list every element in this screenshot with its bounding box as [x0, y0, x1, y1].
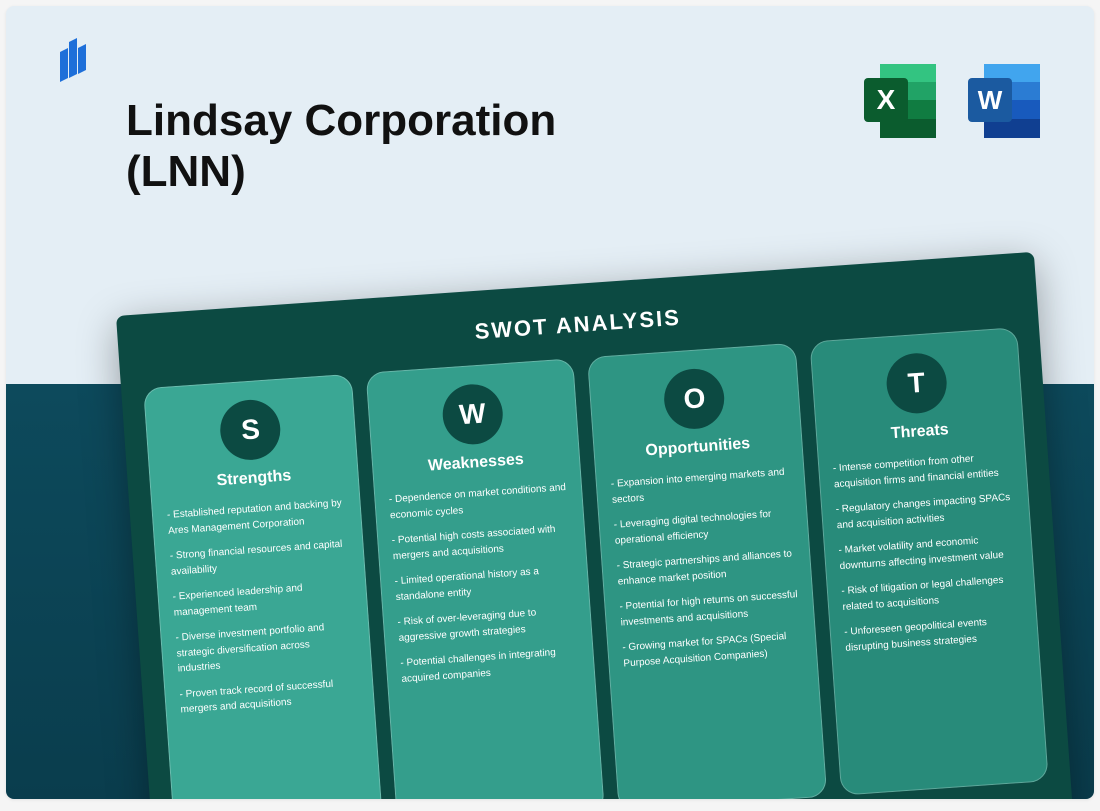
list-item: - Proven track record of successful merg… [179, 675, 359, 718]
svg-text:X: X [877, 84, 896, 115]
list-item: - Risk of over-leveraging due to aggress… [397, 603, 577, 646]
swot-heading-strengths: Strengths [164, 464, 343, 494]
list-item: - Market volatility and economic downtur… [838, 531, 1018, 574]
brand-logo-icon [54, 34, 94, 91]
list-item: - Unforeseen geopolitical events disrupt… [844, 613, 1024, 656]
excel-icon[interactable]: X [858, 58, 944, 149]
list-item: - Leveraging digital technologies for op… [613, 505, 793, 548]
swot-badge-w: W [440, 382, 504, 446]
swot-col-opportunities: O Opportunities - Expansion into emergin… [587, 343, 827, 799]
list-item: - Limited operational history as a stand… [394, 562, 574, 605]
swot-card: SWOT ANALYSIS S Strengths - Established … [116, 252, 1073, 799]
list-item: - Potential challenges in integrating ac… [400, 644, 580, 687]
page-title: Lindsay Corporation (LNN) [126, 96, 556, 197]
swot-col-threats: T Threats - Intense competition from oth… [809, 327, 1049, 795]
swot-columns: S Strengths - Established reputation and… [143, 327, 1049, 799]
list-item: - Regulatory changes impacting SPACs and… [835, 490, 1015, 533]
list-item: - Potential high costs associated with m… [391, 521, 571, 564]
list-item: - Strategic partnerships and alliances t… [616, 546, 796, 589]
swot-heading-threats: Threats [830, 417, 1009, 447]
swot-card-wrap: SWOT ANALYSIS S Strengths - Established … [116, 252, 1073, 799]
list-item: - Established reputation and backing by … [167, 495, 347, 538]
list-item: - Diverse investment portfolio and strat… [175, 618, 356, 677]
swot-items-threats: - Intense competition from other acquisi… [832, 449, 1024, 656]
list-item: - Potential for high returns on successf… [619, 587, 799, 630]
swot-items-strengths: - Established reputation and backing by … [167, 495, 360, 717]
infographic-card: Lindsay Corporation (LNN) X [6, 6, 1094, 799]
title-line-2: (LNN) [126, 147, 246, 196]
word-icon[interactable]: W [962, 58, 1048, 149]
list-item: - Expansion into emerging markets and se… [610, 464, 790, 507]
swot-badge-t: T [884, 351, 948, 415]
list-item: - Experienced leadership and management … [172, 577, 352, 620]
swot-items-weaknesses: - Dependence on market conditions and ec… [388, 480, 580, 687]
swot-heading-weaknesses: Weaknesses [386, 448, 565, 478]
swot-items-opportunities: - Expansion into emerging markets and se… [610, 464, 802, 671]
list-item: - Strong financial resources and capital… [169, 536, 349, 579]
list-item: - Intense competition from other acquisi… [832, 449, 1012, 492]
swot-badge-o: O [662, 367, 726, 431]
swot-col-weaknesses: W Weaknesses - Dependence on market cond… [365, 358, 605, 799]
export-icons: X W [858, 58, 1048, 149]
title-line-1: Lindsay Corporation [126, 96, 556, 145]
swot-col-strengths: S Strengths - Established reputation and… [143, 374, 383, 799]
swot-heading-opportunities: Opportunities [608, 433, 787, 463]
list-item: - Growing market for SPACs (Special Purp… [622, 628, 802, 671]
svg-text:W: W [978, 85, 1003, 115]
list-item: - Risk of litigation or legal challenges… [841, 572, 1021, 615]
list-item: - Dependence on market conditions and ec… [388, 480, 568, 523]
swot-badge-s: S [219, 398, 283, 462]
